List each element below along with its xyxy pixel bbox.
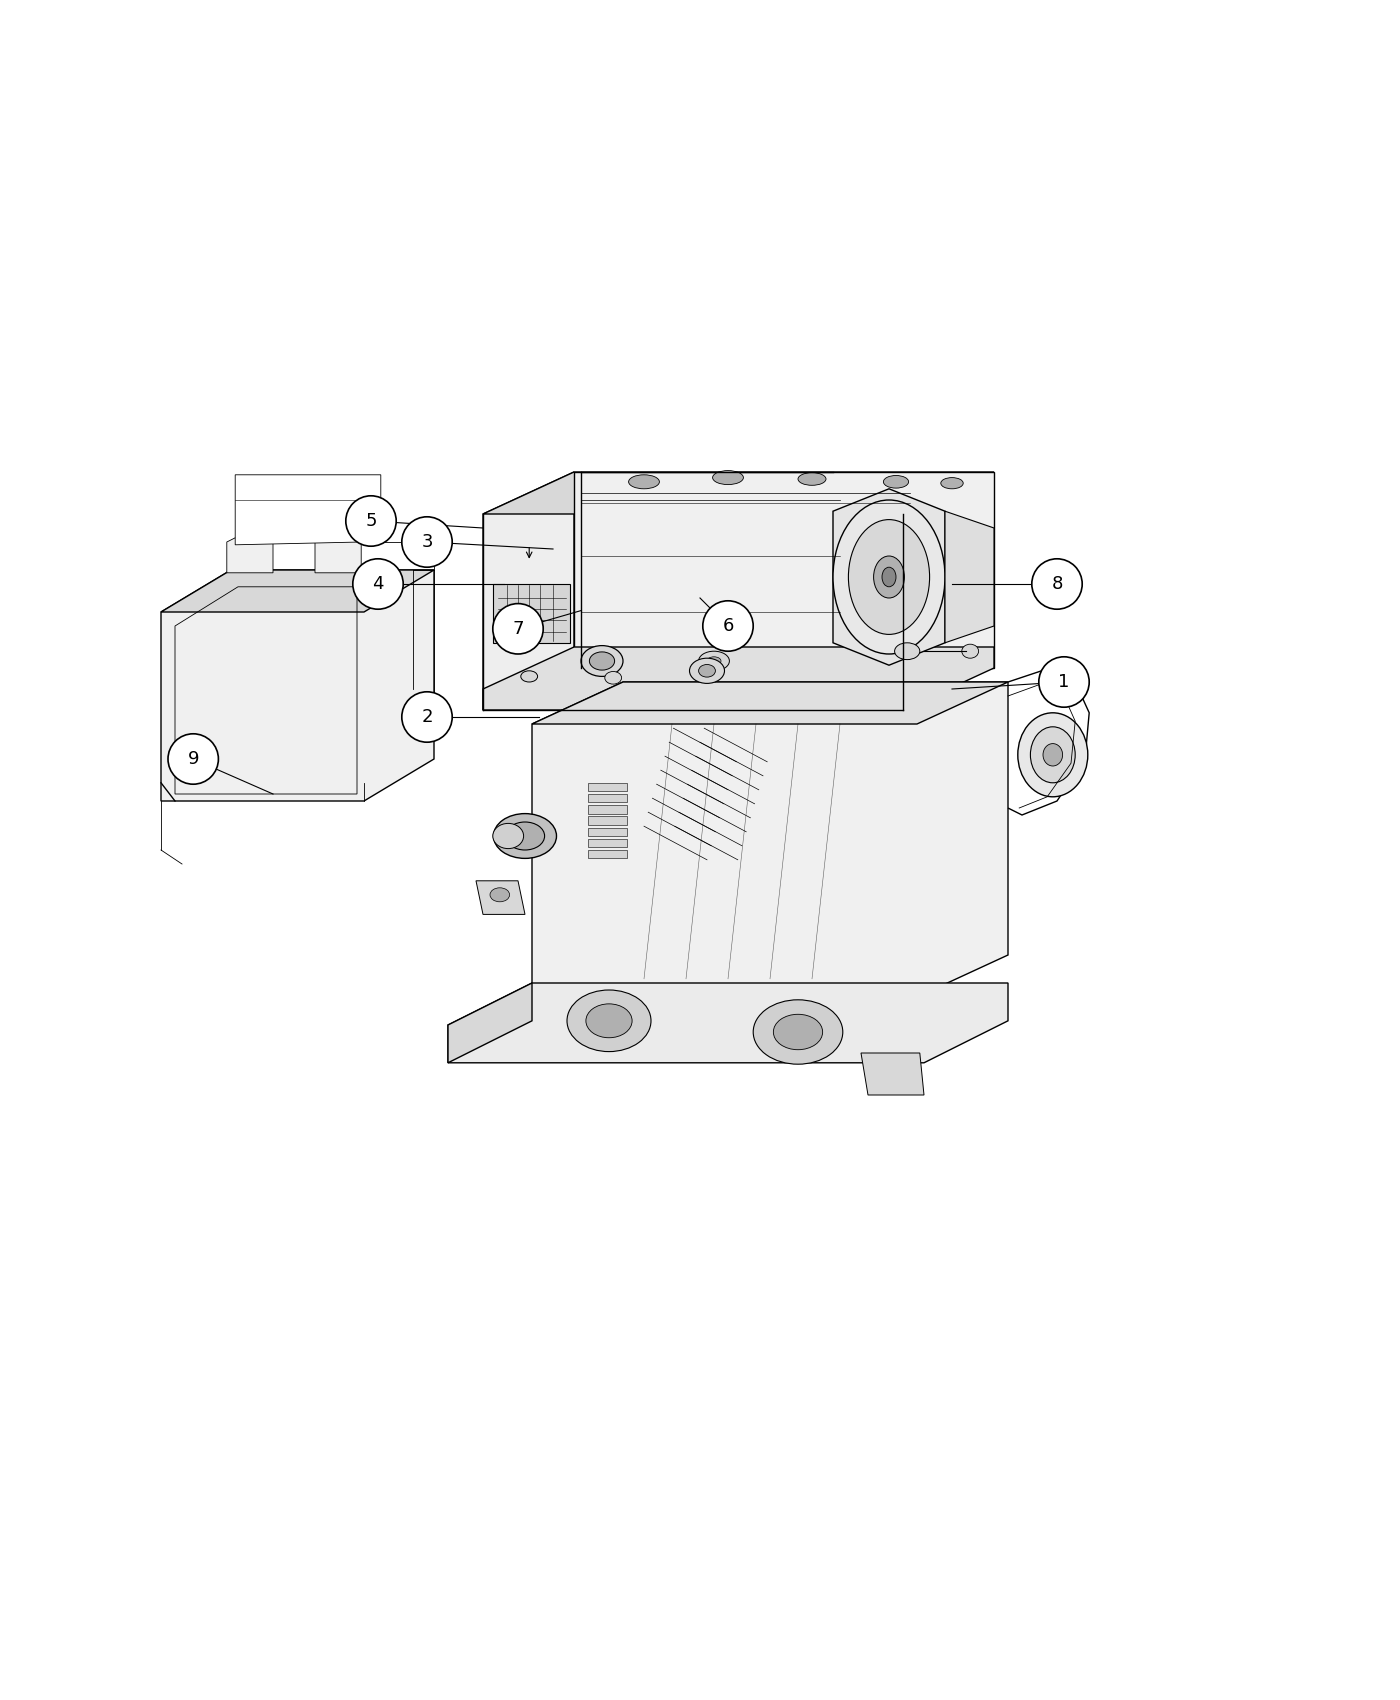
Ellipse shape <box>895 643 920 660</box>
Circle shape <box>168 734 218 784</box>
Ellipse shape <box>585 1005 633 1037</box>
Ellipse shape <box>773 1015 823 1049</box>
Polygon shape <box>315 530 361 573</box>
Ellipse shape <box>581 646 623 677</box>
Circle shape <box>703 600 753 651</box>
Polygon shape <box>945 512 994 643</box>
Polygon shape <box>574 473 994 668</box>
Ellipse shape <box>798 473 826 484</box>
Ellipse shape <box>1030 728 1075 782</box>
Ellipse shape <box>707 656 721 665</box>
Ellipse shape <box>493 814 557 858</box>
Circle shape <box>493 604 543 654</box>
Ellipse shape <box>567 989 651 1052</box>
Polygon shape <box>448 983 532 1062</box>
Ellipse shape <box>605 672 622 683</box>
Polygon shape <box>161 570 434 612</box>
Polygon shape <box>588 816 627 824</box>
Polygon shape <box>235 474 381 544</box>
Circle shape <box>1039 656 1089 707</box>
Ellipse shape <box>589 651 615 670</box>
Ellipse shape <box>505 823 545 850</box>
Circle shape <box>402 692 452 743</box>
Ellipse shape <box>941 478 963 490</box>
Ellipse shape <box>882 568 896 586</box>
Polygon shape <box>448 983 1008 1062</box>
Polygon shape <box>588 806 627 814</box>
Polygon shape <box>833 490 945 665</box>
Ellipse shape <box>1018 712 1088 797</box>
Polygon shape <box>493 585 570 643</box>
Polygon shape <box>483 473 574 711</box>
Text: 2: 2 <box>421 707 433 726</box>
Polygon shape <box>588 838 627 847</box>
Ellipse shape <box>699 651 729 672</box>
Text: 1: 1 <box>1058 673 1070 690</box>
Text: 6: 6 <box>722 617 734 636</box>
Circle shape <box>1032 559 1082 609</box>
Ellipse shape <box>629 474 659 490</box>
Ellipse shape <box>883 476 909 488</box>
Polygon shape <box>483 473 994 513</box>
Ellipse shape <box>753 1000 843 1064</box>
Polygon shape <box>588 782 627 790</box>
Text: 3: 3 <box>421 534 433 551</box>
Ellipse shape <box>699 665 715 677</box>
Circle shape <box>402 517 452 568</box>
Polygon shape <box>861 1052 924 1095</box>
Polygon shape <box>227 530 273 573</box>
Ellipse shape <box>833 500 945 654</box>
Polygon shape <box>532 682 1008 996</box>
Text: 8: 8 <box>1051 575 1063 593</box>
Ellipse shape <box>521 672 538 682</box>
Circle shape <box>353 559 403 609</box>
Ellipse shape <box>1043 743 1063 767</box>
Polygon shape <box>588 850 627 858</box>
Ellipse shape <box>713 471 743 484</box>
Polygon shape <box>476 881 525 915</box>
Polygon shape <box>483 648 994 711</box>
Polygon shape <box>532 682 1008 724</box>
Text: 4: 4 <box>372 575 384 593</box>
Ellipse shape <box>689 658 725 683</box>
Text: 7: 7 <box>512 620 524 638</box>
Text: 9: 9 <box>188 750 199 768</box>
Ellipse shape <box>874 556 904 598</box>
Ellipse shape <box>490 887 510 901</box>
Circle shape <box>346 496 396 546</box>
Ellipse shape <box>493 823 524 848</box>
Ellipse shape <box>848 520 930 634</box>
Polygon shape <box>588 828 627 836</box>
Polygon shape <box>588 794 627 802</box>
Text: 5: 5 <box>365 512 377 530</box>
Polygon shape <box>161 570 434 801</box>
Ellipse shape <box>962 644 979 658</box>
